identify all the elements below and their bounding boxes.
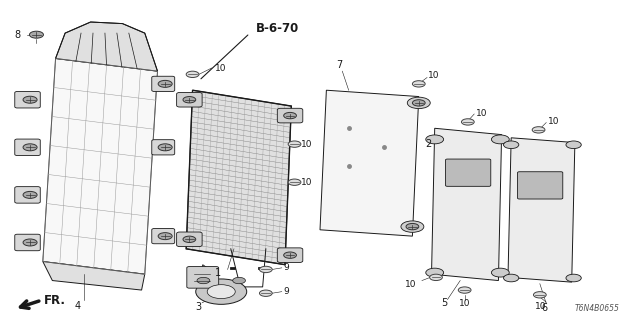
FancyBboxPatch shape bbox=[152, 228, 175, 244]
Circle shape bbox=[426, 268, 444, 277]
Text: 9: 9 bbox=[283, 263, 289, 272]
Circle shape bbox=[186, 71, 199, 77]
Polygon shape bbox=[199, 265, 212, 282]
Circle shape bbox=[407, 97, 430, 108]
FancyBboxPatch shape bbox=[177, 92, 202, 107]
Circle shape bbox=[458, 287, 471, 293]
FancyBboxPatch shape bbox=[187, 267, 219, 288]
Circle shape bbox=[23, 239, 37, 246]
FancyBboxPatch shape bbox=[15, 234, 40, 251]
Circle shape bbox=[158, 80, 172, 87]
FancyBboxPatch shape bbox=[277, 248, 303, 262]
Circle shape bbox=[461, 119, 474, 125]
Text: 3: 3 bbox=[196, 301, 202, 312]
Circle shape bbox=[406, 223, 419, 230]
Text: 1: 1 bbox=[215, 268, 221, 278]
Circle shape bbox=[158, 144, 172, 151]
Circle shape bbox=[532, 127, 545, 133]
Text: 10: 10 bbox=[536, 302, 547, 311]
Circle shape bbox=[566, 141, 581, 148]
Polygon shape bbox=[43, 59, 157, 274]
Circle shape bbox=[29, 31, 44, 38]
Text: 10: 10 bbox=[301, 140, 312, 148]
FancyBboxPatch shape bbox=[15, 187, 40, 203]
Polygon shape bbox=[186, 90, 291, 265]
Circle shape bbox=[504, 274, 519, 282]
FancyBboxPatch shape bbox=[445, 159, 491, 186]
Circle shape bbox=[492, 135, 509, 144]
Circle shape bbox=[284, 252, 296, 258]
Circle shape bbox=[426, 135, 444, 144]
Polygon shape bbox=[56, 22, 157, 71]
Text: 7: 7 bbox=[336, 60, 342, 70]
Text: T6N4B0655: T6N4B0655 bbox=[575, 304, 620, 313]
Circle shape bbox=[534, 292, 546, 298]
Polygon shape bbox=[320, 90, 419, 236]
Text: 10: 10 bbox=[215, 63, 227, 73]
Text: 10: 10 bbox=[405, 280, 417, 289]
Text: 10: 10 bbox=[547, 117, 559, 126]
Text: FR.: FR. bbox=[44, 294, 66, 307]
Circle shape bbox=[259, 266, 272, 273]
Circle shape bbox=[288, 179, 301, 185]
Circle shape bbox=[183, 236, 196, 243]
FancyBboxPatch shape bbox=[277, 108, 303, 123]
Polygon shape bbox=[431, 128, 502, 281]
Polygon shape bbox=[43, 261, 145, 290]
Circle shape bbox=[259, 290, 272, 296]
Circle shape bbox=[197, 277, 210, 284]
Circle shape bbox=[158, 233, 172, 240]
Text: 6: 6 bbox=[541, 302, 548, 313]
Text: 5: 5 bbox=[441, 298, 447, 308]
Text: 9: 9 bbox=[283, 287, 289, 296]
Circle shape bbox=[284, 112, 296, 119]
Circle shape bbox=[233, 277, 246, 284]
FancyBboxPatch shape bbox=[152, 140, 175, 155]
FancyBboxPatch shape bbox=[518, 172, 563, 199]
FancyBboxPatch shape bbox=[177, 232, 202, 247]
Circle shape bbox=[492, 268, 509, 277]
Text: 10: 10 bbox=[301, 178, 312, 187]
FancyBboxPatch shape bbox=[15, 92, 40, 108]
Circle shape bbox=[429, 274, 442, 281]
Text: 10: 10 bbox=[459, 299, 470, 308]
Text: 2: 2 bbox=[425, 139, 431, 149]
Circle shape bbox=[401, 221, 424, 232]
FancyBboxPatch shape bbox=[152, 76, 175, 92]
Polygon shape bbox=[508, 138, 575, 282]
Text: 4: 4 bbox=[75, 301, 81, 311]
Circle shape bbox=[207, 285, 236, 299]
Circle shape bbox=[412, 81, 425, 87]
Circle shape bbox=[196, 279, 246, 304]
FancyBboxPatch shape bbox=[15, 139, 40, 156]
Text: 10: 10 bbox=[476, 108, 487, 117]
Circle shape bbox=[412, 100, 425, 106]
Circle shape bbox=[23, 144, 37, 151]
Text: 8: 8 bbox=[14, 30, 20, 40]
Circle shape bbox=[566, 274, 581, 282]
Circle shape bbox=[504, 141, 519, 148]
Circle shape bbox=[23, 191, 37, 198]
Text: B-6-70: B-6-70 bbox=[256, 21, 300, 35]
Text: 10: 10 bbox=[428, 71, 440, 80]
Circle shape bbox=[288, 141, 301, 147]
Circle shape bbox=[23, 96, 37, 103]
Circle shape bbox=[183, 97, 196, 103]
